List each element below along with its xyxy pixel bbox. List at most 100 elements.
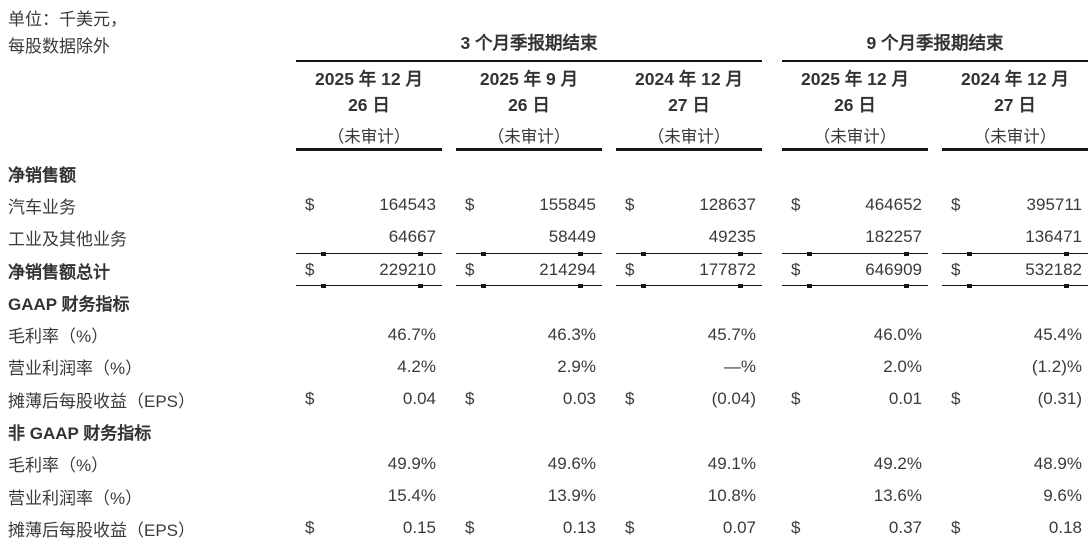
cell-value: 58449 (548, 227, 596, 247)
column-rule (942, 148, 1088, 151)
value-cell (296, 415, 442, 447)
value-cell: 49.9% (296, 448, 442, 480)
dollar-sign: $ (305, 259, 315, 279)
value-cell: 13.9% (456, 480, 602, 512)
value-cell: 48.9% (942, 448, 1088, 480)
table-row-gaap-diluted-eps: 摊薄后每股收益（EPS） $ 0.04 $ 0.03 $ (0.04) $ 0.… (0, 383, 1091, 415)
value-cell: $ (0.31) (942, 383, 1088, 415)
table-row-gaap-gross-margin: 毛利率（%） 46.7% 46.3% 45.7% 46.0% 45.4% (0, 318, 1091, 350)
cell-value: (0.04) (711, 389, 756, 409)
cell-value: 2.0% (883, 356, 922, 376)
col-header-date: 2025 年 9 月 (479, 69, 579, 89)
value-cell: $ 229210 (296, 254, 442, 289)
value-cell: 64667 (296, 222, 442, 257)
cell-value: 48.9% (1033, 453, 1082, 473)
col-header-date: 2024 年 12 月 (961, 69, 1069, 89)
value-cell (942, 286, 1088, 318)
value-cell: $ 0.13 (456, 512, 602, 544)
cell-value: 229210 (379, 259, 436, 279)
value-cell: 46.7% (296, 318, 442, 350)
cell-value: 2.9% (557, 356, 596, 376)
table-row-net-sales-section: 净销售额 (0, 157, 1091, 189)
cell-value: 45.7% (707, 324, 756, 344)
table-row-gaap-operating-margin: 营业利润率（%） 4.2% 2.9% —% 2.0% (1.2)% (0, 351, 1091, 383)
col-group-9-month: 9 个月季报期结束 (866, 33, 1004, 53)
value-cell: 58449 (456, 222, 602, 257)
unit-note-line1: 单位：千美元， (8, 10, 127, 29)
table-row-non-gaap-operating-margin: 营业利润率（%） 15.4% 13.9% 10.8% 13.6% 9.6% (0, 480, 1091, 512)
value-cell: $ 214294 (456, 254, 602, 289)
value-cell: $ 0.01 (782, 383, 928, 415)
unit-note-line2: 每股数据除外 (8, 37, 110, 56)
value-cell: 45.4% (942, 318, 1088, 350)
dollar-sign: $ (465, 518, 475, 538)
cell-value: 46.0% (873, 324, 922, 344)
value-cell: $ 0.04 (296, 383, 442, 415)
cell-value: 0.03 (562, 389, 596, 409)
cell-value: 0.15 (402, 518, 436, 538)
dollar-sign: $ (951, 195, 961, 215)
dollar-sign: $ (791, 259, 801, 279)
cell-value: 155845 (539, 195, 596, 215)
dollar-sign: $ (791, 195, 801, 215)
cell-value: 0.37 (888, 518, 922, 538)
cell-value: 49.9% (387, 453, 436, 473)
dollar-sign: $ (465, 195, 475, 215)
col-header-date: 2025 年 12 月 (315, 69, 423, 89)
value-cell: 136471 (942, 222, 1088, 257)
col-header-unaudited: （未审计） (973, 128, 1057, 146)
col-header-day: 27 日 (994, 95, 1036, 115)
col-header-1: 2025 年 12 月 26 日 （未审计） (296, 66, 442, 147)
table-row-non-gaap-diluted-eps: 摊薄后每股收益（EPS） $ 0.15 $ 0.13 $ 0.07 $ 0.37… (0, 512, 1091, 544)
col-header-day: 26 日 (834, 95, 876, 115)
dollar-sign: $ (625, 259, 635, 279)
cell-value: 464652 (865, 195, 922, 215)
row-label: 汽车业务 (8, 197, 76, 217)
value-cell: $ 128637 (616, 189, 762, 221)
dollar-sign: $ (305, 518, 315, 538)
cell-value: 9.6% (1043, 486, 1082, 506)
cell-value: 64667 (388, 227, 436, 247)
cell-value: —% (723, 356, 756, 376)
col-header-unaudited: （未审计） (647, 128, 731, 146)
cell-value: 10.8% (707, 486, 756, 506)
dollar-sign: $ (951, 389, 961, 409)
value-cell (616, 286, 762, 318)
table-row-total-net-sales: 净销售额总计 $ 229210 $ 214294 $ 177872 $ 6469… (0, 254, 1091, 289)
value-cell: (1.2)% (942, 351, 1088, 383)
value-cell: 46.0% (782, 318, 928, 350)
table-row-non-gaap-section: 非 GAAP 财务指标 (0, 415, 1091, 447)
dollar-sign: $ (465, 389, 475, 409)
value-cell (942, 415, 1088, 447)
value-cell: 49235 (616, 222, 762, 257)
cell-value: 13.6% (873, 486, 922, 506)
value-cell: $ 395711 (942, 189, 1088, 221)
dollar-sign: $ (791, 518, 801, 538)
col-header-unaudited: （未审计） (813, 128, 897, 146)
value-cell: 182257 (782, 222, 928, 257)
cell-value: 532182 (1025, 259, 1082, 279)
col-header-unaudited: （未审计） (487, 128, 571, 146)
cell-value: 46.3% (547, 324, 596, 344)
column-rule (616, 148, 762, 151)
col-header-unaudited: （未审计） (327, 128, 411, 146)
column-rule (456, 148, 602, 151)
cell-value: 0.01 (888, 389, 922, 409)
dollar-sign: $ (465, 259, 475, 279)
value-cell (296, 286, 442, 318)
value-cell (456, 415, 602, 447)
column-rule (782, 148, 928, 151)
cell-value: 136471 (1025, 227, 1082, 247)
row-label: 毛利率（%） (8, 327, 109, 347)
value-cell: 49.6% (456, 448, 602, 480)
cell-value: 4.2% (397, 356, 436, 376)
row-label: 营业利润率（%） (8, 488, 143, 508)
cell-value: 49.2% (873, 453, 922, 473)
col-header-5: 2024 年 12 月 27 日 （未审计） (942, 66, 1088, 147)
col-header-date: 2025 年 12 月 (801, 69, 909, 89)
table-row-non-gaap-gross-margin: 毛利率（%） 49.9% 49.6% 49.1% 49.2% 48.9% (0, 448, 1091, 480)
value-cell: 2.0% (782, 351, 928, 383)
cell-value: 0.18 (1048, 518, 1082, 538)
cell-value: 177872 (699, 259, 756, 279)
value-cell: $ 0.07 (616, 512, 762, 544)
